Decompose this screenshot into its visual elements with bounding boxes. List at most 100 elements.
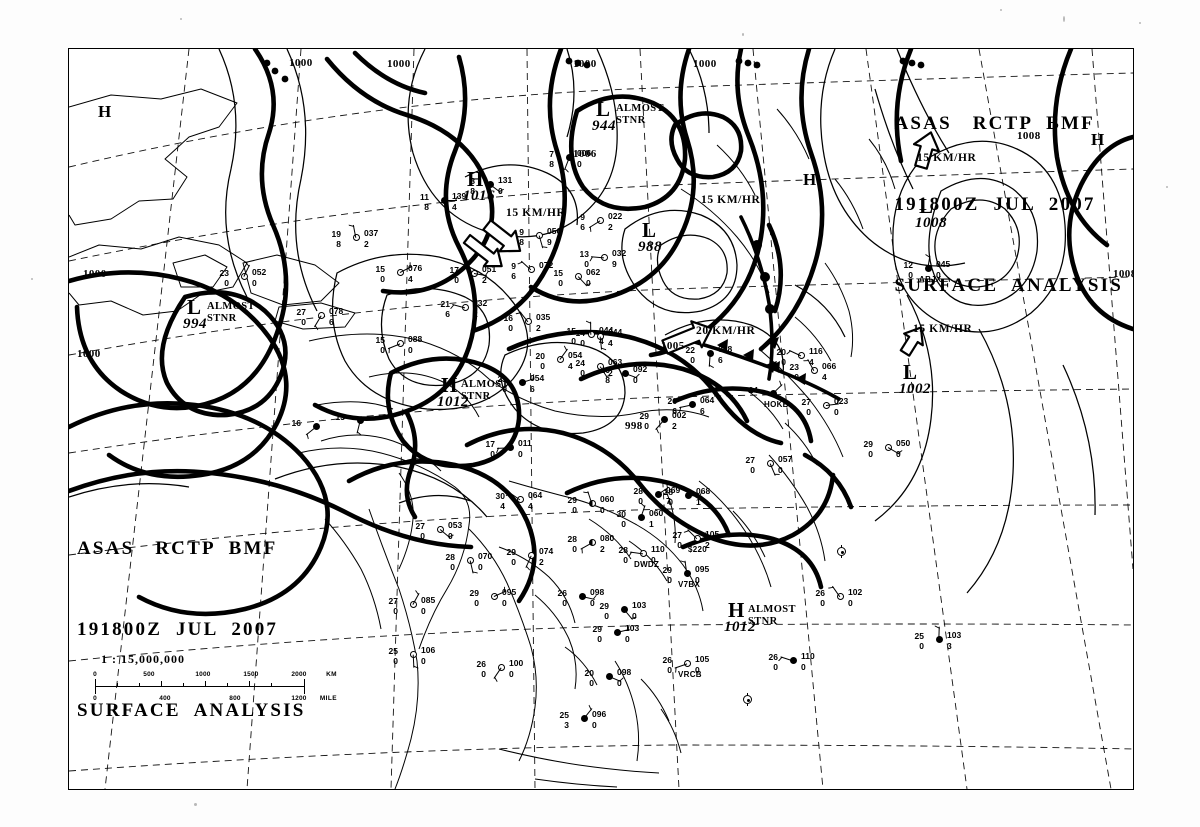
station-tendency: 0 (617, 678, 622, 688)
station-tendency: 0 (834, 407, 839, 417)
station-dewpoint: 0 (623, 555, 628, 565)
scale-km-tick-1: 500 (143, 671, 155, 678)
station-pressure: 035 (536, 312, 551, 322)
station-dewpoint: 6 (580, 222, 585, 232)
station-dewpoint: 0 (558, 278, 563, 288)
station-tendency: 4 (528, 501, 533, 511)
station-dewpoint: 0 (511, 557, 516, 567)
station-temperature: 29 (639, 411, 649, 421)
station-tendency: 4 (822, 372, 827, 382)
scale-ratio-label: 1 : 15,000,000 (101, 652, 185, 666)
station-pressure: 070 (478, 551, 493, 561)
wind-barb-icon (708, 353, 714, 369)
isobar-label-1000-5: 1000 (83, 268, 107, 280)
station-pressure: 054 (568, 350, 583, 360)
isobar-label-998-9: 998 (625, 420, 643, 432)
pressure-system-low-944-value: 944 (592, 118, 616, 134)
motion-speed-label-1: 15 KM/HR (701, 194, 761, 206)
tropical-cyclone-marker-1 (743, 693, 752, 706)
pressure-system-high-1016-value: 1016 (463, 188, 495, 204)
station-temperature: 25 (559, 710, 569, 720)
station-temperature: 29 (863, 439, 873, 449)
station-dewpoint: 8 (519, 237, 524, 247)
station-sky-cover-symbol (525, 318, 532, 325)
wind-barb-icon (586, 320, 592, 335)
station-dewpoint: 0 (224, 278, 229, 288)
station-dewpoint: 8 (549, 159, 554, 169)
station-tendency: 4 (809, 357, 814, 367)
pressure-system-low-944-letter: L (596, 97, 611, 121)
station-dewpoint: 0 (481, 669, 486, 679)
station-tendency: 2 (608, 368, 613, 378)
station-sky-cover-symbol (811, 367, 818, 374)
station-temperature: 17 (485, 439, 495, 449)
pressure-system-high-1012-left-motion: ALMOST STNR (461, 379, 509, 402)
station-pressure: 032 (612, 248, 627, 258)
station-dewpoint: 8 (605, 375, 610, 385)
station-tendency: 4 (568, 361, 573, 371)
station-tendency: 2 (705, 540, 710, 550)
station-dewpoint: 0 (781, 357, 786, 367)
station-tendency: 0 (778, 465, 783, 475)
station-dewpoint: 0 (393, 656, 398, 666)
isobar-label-1008-8: 1008 (1113, 268, 1133, 280)
station-pressure: 037 (364, 228, 379, 238)
station-dewpoint: 0 (690, 355, 695, 365)
station-pressure: 068 (696, 486, 711, 496)
station-dewpoint: 0 (502, 384, 507, 394)
station-pressure: 110 (801, 651, 815, 661)
station-temperature: 15 (375, 264, 385, 274)
motion-arrow-high-1016 (482, 219, 522, 253)
station-identifier: $220 (688, 545, 707, 554)
pressure-system-high-1012-bottom-value: 1012 (724, 619, 756, 635)
station-temperature: 29 (506, 547, 516, 557)
station-dewpoint: 6 (445, 309, 450, 319)
station-temperature: 20 (776, 347, 786, 357)
header-top-right: ASAS RCTP BMF 191800Z JUL 2007 SURFACE A… (894, 57, 1123, 354)
isobar-label-1000-1: 1000 (387, 58, 411, 70)
graticule-latitude (69, 72, 1133, 772)
scale-mile-tick-0: 0 (93, 695, 97, 702)
scale-end-cap-right (303, 679, 305, 694)
station-temperature: 27 (672, 530, 682, 540)
station-pressure: 092 (633, 364, 648, 374)
station-dewpoint: 0 (638, 496, 643, 506)
station-tendency: 2 (473, 309, 478, 319)
station-tendency: 0 (421, 606, 426, 616)
station-tendency: 6 (700, 406, 705, 416)
scale-legend: 1 : 15,000,000 0 500 1000 1500 2000 KM 0… (87, 652, 337, 702)
station-dewpoint: 0 (450, 562, 455, 572)
header-bottom-left: ASAS RCTP BMF 191800Z JUL 2007 SURFACE A… (77, 482, 306, 779)
station-pressure: 100 (509, 658, 524, 668)
station-temperature: 26 (768, 652, 778, 662)
station-pressure: 002 (672, 410, 687, 420)
station-dewpoint: 0 (420, 531, 425, 541)
scan-artifact (180, 18, 182, 20)
station-identifier: VRCB (678, 670, 702, 679)
station-dewpoint: 0 (868, 449, 873, 459)
station-temperature: 20 (535, 351, 545, 361)
motion-arrow-high-1016-b (462, 233, 503, 268)
station-identifier: ABJX (919, 275, 942, 284)
scale-tick (117, 683, 118, 687)
station-tendency: 0 (518, 449, 523, 459)
scale-tick (205, 681, 206, 687)
station-pressure: 088 (408, 334, 423, 344)
motion-speed-label-2: 15 KM/HR (917, 152, 977, 164)
station-tendency: 0 (590, 598, 595, 608)
header-bl-line1: ASAS RCTP BMF (77, 538, 278, 560)
station-temperature: 13 (335, 412, 345, 422)
station-tendency: 6 (718, 355, 723, 365)
pressure-system-low-1002-letter: L (903, 360, 918, 384)
pressure-system-high-1012-bottom-motion: ALMOST STNR (748, 604, 796, 627)
station-dewpoint: 0 (644, 421, 649, 431)
station-pressure: 110 (651, 544, 665, 554)
station-pressure: 078 (329, 306, 344, 316)
station-tendency: 0 (421, 656, 426, 666)
station-temperature: 15 (566, 326, 576, 336)
station-pressure: 072 (539, 260, 554, 270)
station-pressure: 060 (600, 494, 615, 504)
station-tendency: 0 (695, 665, 700, 675)
station-tendency: 2 (600, 544, 605, 554)
station-temperature: 28 (618, 545, 628, 555)
